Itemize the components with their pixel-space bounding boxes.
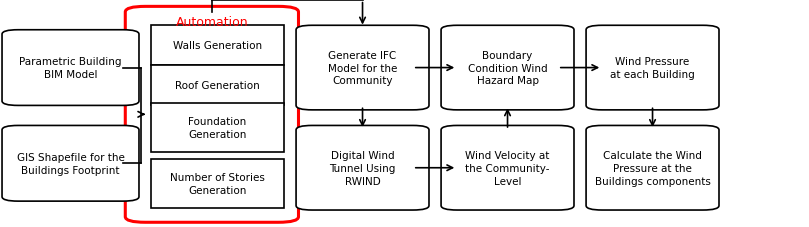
Text: Calculate the Wind
Pressure at the
Buildings components: Calculate the Wind Pressure at the Build… <box>595 150 710 186</box>
FancyBboxPatch shape <box>586 126 719 210</box>
FancyBboxPatch shape <box>441 126 574 210</box>
FancyBboxPatch shape <box>296 26 429 110</box>
Text: Foundation
Generation: Foundation Generation <box>188 117 247 139</box>
Text: Parametric Building
BIM Model: Parametric Building BIM Model <box>19 57 122 80</box>
Text: Wind Pressure
at each Building: Wind Pressure at each Building <box>610 57 695 80</box>
Text: Number of Stories
Generation: Number of Stories Generation <box>170 172 265 195</box>
Text: Boundary
Condition Wind
Hazard Map: Boundary Condition Wind Hazard Map <box>468 51 548 86</box>
FancyBboxPatch shape <box>441 26 574 110</box>
Text: Generate IFC
Model for the
Community: Generate IFC Model for the Community <box>328 51 397 86</box>
FancyBboxPatch shape <box>296 126 429 210</box>
FancyBboxPatch shape <box>151 66 284 106</box>
Text: Walls Generation: Walls Generation <box>173 41 262 51</box>
Text: Roof Generation: Roof Generation <box>176 81 260 91</box>
Text: Digital Wind
Tunnel Using
RWIND: Digital Wind Tunnel Using RWIND <box>329 150 396 186</box>
Text: GIS Shapefile for the
Buildings Footprint: GIS Shapefile for the Buildings Footprin… <box>16 152 125 175</box>
FancyBboxPatch shape <box>586 26 719 110</box>
FancyBboxPatch shape <box>151 26 284 66</box>
FancyBboxPatch shape <box>2 126 139 201</box>
Text: Automation: Automation <box>176 16 248 29</box>
Text: Wind Velocity at
the Community-
Level: Wind Velocity at the Community- Level <box>465 150 550 186</box>
FancyBboxPatch shape <box>125 7 299 222</box>
FancyBboxPatch shape <box>151 159 284 208</box>
FancyBboxPatch shape <box>151 104 284 153</box>
FancyBboxPatch shape <box>2 31 139 106</box>
